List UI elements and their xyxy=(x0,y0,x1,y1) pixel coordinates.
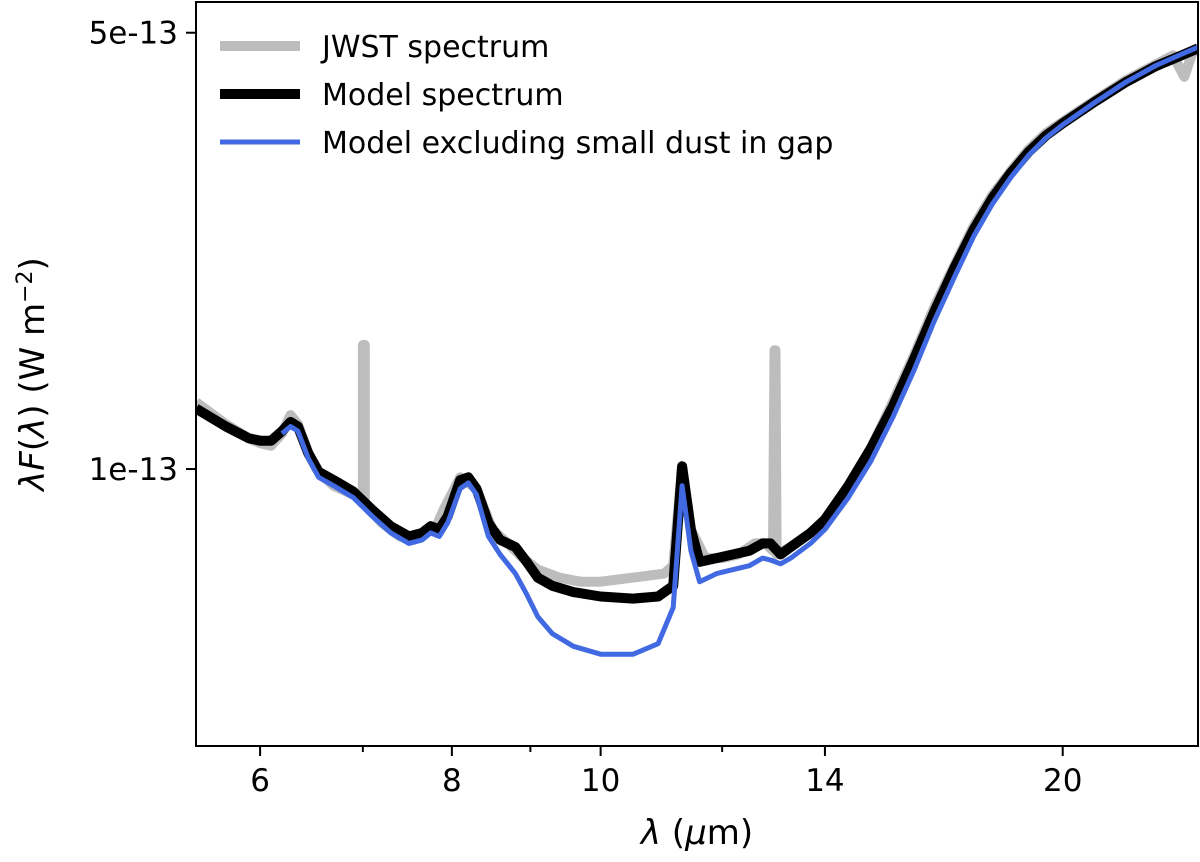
x-tick-label: 8 xyxy=(442,763,462,799)
legend: JWST spectrum Model spectrum Model excludi… xyxy=(220,30,833,161)
series-line-3 xyxy=(280,44,1198,657)
x-tick-label: 20 xyxy=(1043,763,1082,799)
plot-frame xyxy=(195,1,1199,747)
x-tick-label: 10 xyxy=(581,763,620,799)
series-line-2 xyxy=(196,43,1198,604)
series-layer xyxy=(196,43,1198,657)
x-axis-label: λ (μm) xyxy=(639,813,753,853)
x-tick-label: 6 xyxy=(250,763,270,799)
legend-label-1: JWST spectrum xyxy=(320,30,549,65)
y-tick-label: 1e-13 xyxy=(89,452,178,488)
legend-label-2: Model spectrum xyxy=(322,78,564,113)
ticks-layer: 6 8 10 14 20 1e-13 5e-13 xyxy=(89,16,1083,799)
y-tick-label: 5e-13 xyxy=(89,16,178,52)
y-axis-label: λF(λ) (W m−2) xyxy=(13,257,54,493)
x-tick-label: 14 xyxy=(805,763,844,799)
legend-label-3: Model excluding small dust in gap xyxy=(322,126,833,161)
